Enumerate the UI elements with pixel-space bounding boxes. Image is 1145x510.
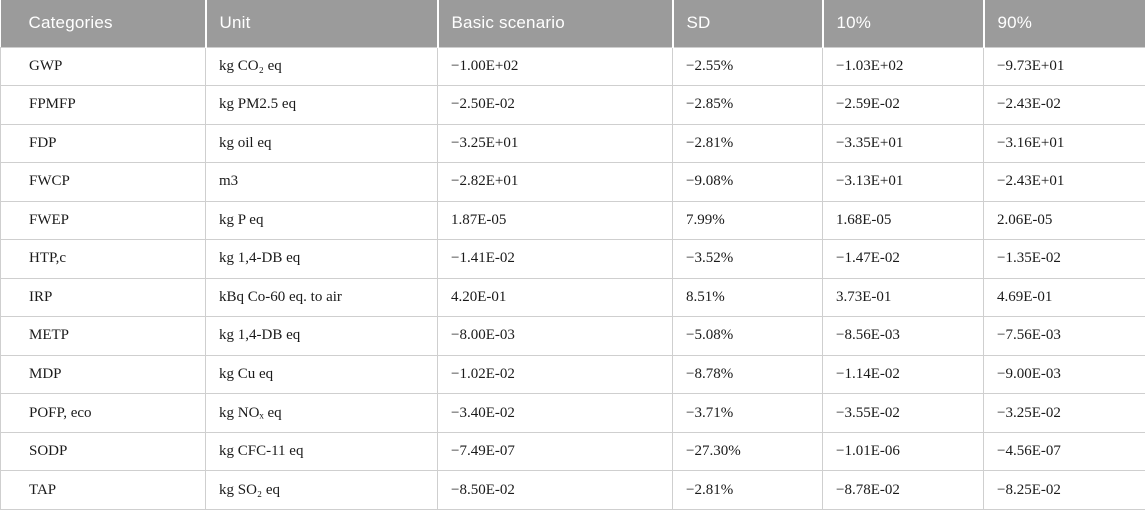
cell-unit: kg CFC-11 eq	[205, 431, 438, 472]
cell-sd: −9.08%	[672, 162, 823, 202]
cell-90-percent: 4.69E-01	[983, 277, 1145, 318]
cell-categories: GWP	[0, 46, 206, 87]
cell-basic-scenario: −1.41E-02	[437, 239, 673, 279]
cell-10-percent: −8.78E-02	[822, 470, 984, 510]
cell-categories: MDP	[0, 354, 206, 395]
cell-categories: TAP	[0, 470, 206, 510]
cell-categories: IRP	[0, 277, 206, 318]
cell-10-percent: −8.56E-03	[822, 316, 984, 356]
table-row: FPMFP kg PM2.5 eq −2.50E-02 −2.85% −2.59E-02…	[0, 85, 1145, 125]
cell-90-percent: −3.16E+01	[983, 123, 1145, 164]
cell-categories: FWEP	[0, 200, 206, 241]
table-row: GWP kg CO₂ eq −1.00E+02 −2.55% −1.03E+02 −9.7…	[0, 46, 1145, 87]
cell-categories: FWCP	[0, 162, 206, 202]
cell-10-percent: −3.55E-02	[822, 393, 984, 433]
column-header-basic-scenario: Basic scenario	[436, 0, 673, 47]
cell-10-percent: 1.68E-05	[822, 200, 984, 241]
cell-basic-scenario: −1.02E-02	[437, 354, 673, 395]
cell-categories: POFP, eco	[0, 393, 206, 433]
cell-90-percent: −9.00E-03	[983, 354, 1145, 395]
cell-categories: SODP	[0, 431, 206, 472]
cell-10-percent: 3.73E-01	[822, 277, 984, 318]
table-body: GWP kg CO₂ eq −1.00E+02 −2.55% −1.03E+02 −9.7…	[0, 46, 1145, 510]
cell-sd: −2.81%	[672, 123, 823, 164]
table-row: FWCP m3 −2.82E+01 −9.08% −3.13E+01 −2.43E+01	[0, 162, 1145, 202]
table-row: HTP,c kg 1,4-DB eq −1.41E-02 −3.52% −1.47E-0…	[0, 239, 1145, 279]
cell-unit: kg 1,4-DB eq	[205, 239, 438, 279]
cell-10-percent: −1.01E-06	[822, 431, 984, 472]
cell-sd: −8.78%	[672, 354, 823, 395]
table-row: POFP, eco kg NOₓ eq −3.40E-02 −3.71% −3.55E-…	[0, 393, 1145, 433]
cell-90-percent: −2.43E-02	[983, 85, 1145, 125]
cell-basic-scenario: −1.00E+02	[437, 46, 673, 87]
cell-basic-scenario: −3.25E+01	[437, 123, 673, 164]
cell-sd: −2.81%	[672, 470, 823, 510]
cell-sd: −3.71%	[672, 393, 823, 433]
column-header-10-percent: 10%	[821, 0, 984, 47]
cell-basic-scenario: −2.50E-02	[437, 85, 673, 125]
cell-10-percent: −1.14E-02	[822, 354, 984, 395]
cell-basic-scenario: −7.49E-07	[437, 431, 673, 472]
cell-unit: kg oil eq	[205, 123, 438, 164]
table-row: METP kg 1,4-DB eq −8.00E-03 −5.08% −8.56E-03…	[0, 316, 1145, 356]
table-row: IRP kBq Co-60 eq. to air 4.20E-01 8.51% 3.73…	[0, 277, 1145, 318]
table-row: SODP kg CFC-11 eq −7.49E-07 −27.30% −1.01E-0…	[0, 431, 1145, 472]
cell-basic-scenario: 4.20E-01	[437, 277, 673, 318]
cell-basic-scenario: −8.00E-03	[437, 316, 673, 356]
cell-10-percent: −2.59E-02	[822, 85, 984, 125]
cell-90-percent: −2.43E+01	[983, 162, 1145, 202]
column-header-unit: Unit	[204, 0, 438, 47]
cell-unit: kg NOₓ eq	[205, 393, 438, 433]
cell-sd: −27.30%	[672, 431, 823, 472]
cell-90-percent: −7.56E-03	[983, 316, 1145, 356]
cell-basic-scenario: 1.87E-05	[437, 200, 673, 241]
cell-90-percent: −8.25E-02	[983, 470, 1145, 510]
cell-unit: kg Cu eq	[205, 354, 438, 395]
cell-sd: 8.51%	[672, 277, 823, 318]
column-header-categories: Categories	[0, 0, 206, 47]
cell-unit: kg P eq	[205, 200, 438, 241]
table-row: TAP kg SO₂ eq −8.50E-02 −2.81% −8.78E-02 −8.2…	[0, 470, 1145, 510]
cell-90-percent: 2.06E-05	[983, 200, 1145, 241]
cell-90-percent: −1.35E-02	[983, 239, 1145, 279]
cell-90-percent: −4.56E-07	[983, 431, 1145, 472]
cell-unit: kg PM2.5 eq	[205, 85, 438, 125]
table-row: FDP kg oil eq −3.25E+01 −2.81% −3.35E+01 −3.1…	[0, 123, 1145, 164]
cell-10-percent: −1.03E+02	[822, 46, 984, 87]
cell-unit: kg 1,4-DB eq	[205, 316, 438, 356]
cell-categories: FPMFP	[0, 85, 206, 125]
cell-10-percent: −3.35E+01	[822, 123, 984, 164]
column-header-sd: SD	[671, 0, 823, 47]
cell-90-percent: −9.73E+01	[983, 46, 1145, 87]
cell-sd: −2.55%	[672, 46, 823, 87]
cell-basic-scenario: −8.50E-02	[437, 470, 673, 510]
table-row: FWEP kg P eq 1.87E-05 7.99% 1.68E-05 2.06E-05	[0, 200, 1145, 241]
cell-sd: −3.52%	[672, 239, 823, 279]
cell-unit: m3	[205, 162, 438, 202]
table-header-row: Categories Unit Basic scenario SD 10% 90%	[0, 0, 1145, 47]
cell-90-percent: −3.25E-02	[983, 393, 1145, 433]
column-header-90-percent: 90%	[982, 0, 1145, 47]
cell-categories: FDP	[0, 123, 206, 164]
table-header: Categories Unit Basic scenario SD 10% 90%	[0, 0, 1145, 47]
cell-10-percent: −3.13E+01	[822, 162, 984, 202]
cell-unit: kg SO₂ eq	[205, 470, 438, 510]
cell-unit: kBq Co-60 eq. to air	[205, 277, 438, 318]
cell-basic-scenario: −3.40E-02	[437, 393, 673, 433]
cell-categories: HTP,c	[0, 239, 206, 279]
cell-sd: 7.99%	[672, 200, 823, 241]
cell-10-percent: −1.47E-02	[822, 239, 984, 279]
cell-basic-scenario: −2.82E+01	[437, 162, 673, 202]
cell-sd: −5.08%	[672, 316, 823, 356]
table-row: MDP kg Cu eq −1.02E-02 −8.78% −1.14E-02 −9.00…	[0, 354, 1145, 395]
cell-sd: −2.85%	[672, 85, 823, 125]
cell-categories: METP	[0, 316, 206, 356]
cell-unit: kg CO₂ eq	[205, 46, 438, 87]
